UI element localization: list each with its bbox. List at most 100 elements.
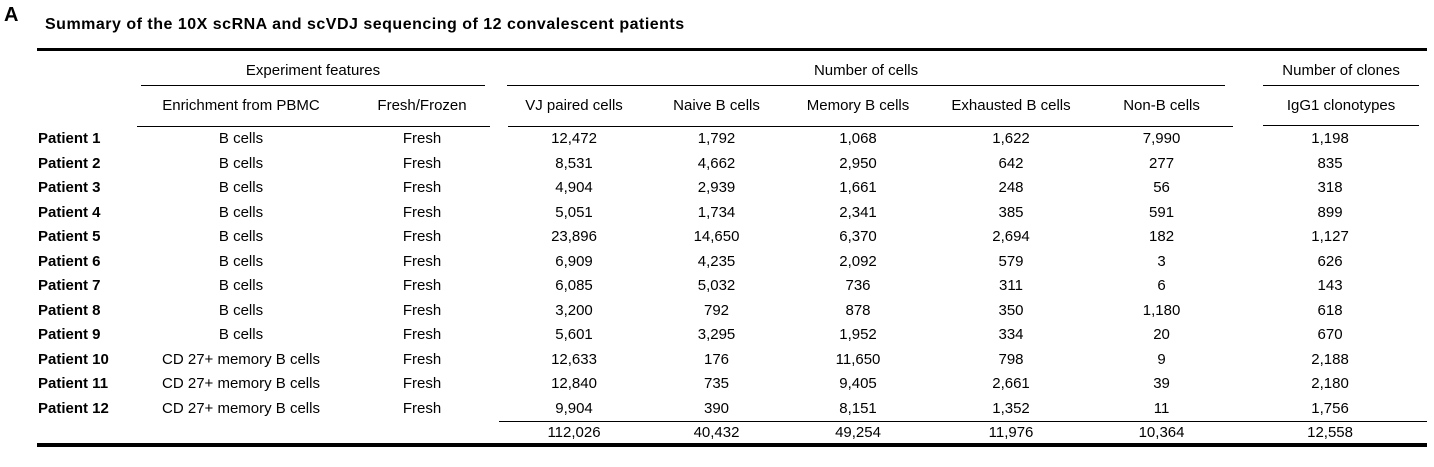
- cell-patient: Patient 3: [38, 179, 101, 197]
- cell-non-b: 20: [1153, 326, 1170, 344]
- group-header-row: Experiment features Number of cells Numb…: [37, 50, 1427, 86]
- cell-naive: 14,650: [693, 228, 740, 246]
- cell-non-b: 7,990: [1142, 130, 1181, 148]
- cell-memory: 2,341: [839, 203, 877, 221]
- cell-enrichment: CD 27+ memory B cells: [162, 375, 320, 393]
- column-header-memory-b-cells: Memory B cells: [784, 86, 933, 127]
- cell-patient: Patient 5: [38, 228, 101, 246]
- cell-enrichment: B cells: [218, 130, 264, 148]
- patient-column-blank-header: [37, 86, 137, 126]
- cell-memory: 9,405: [839, 375, 877, 393]
- cell-vj-paired: 6,085: [555, 277, 593, 295]
- summary-table: Experiment features Number of cells Numb…: [37, 48, 1428, 447]
- cell-exhausted: 248: [998, 179, 1024, 197]
- cell-fresh-frozen: Fresh: [402, 326, 442, 344]
- cell-igg1: 2,180: [1311, 375, 1349, 393]
- total-blank-fresh-frozen: [345, 421, 499, 445]
- table-row: Patient 1 B cells Fresh 12,472 1,792 1,068 1,6…: [37, 126, 1427, 151]
- cell-non-b: 56: [1153, 179, 1170, 197]
- table-row: Patient 12 CD 27+ memory B cells Fresh 9,90…: [37, 396, 1427, 421]
- cell-non-b: 9: [1157, 350, 1166, 368]
- cell-enrichment: B cells: [218, 154, 264, 172]
- cell-enrichment: B cells: [218, 203, 264, 221]
- cell-non-b: 3: [1157, 252, 1166, 270]
- column-header-vj-paired-cells: VJ paired cells: [490, 86, 650, 128]
- cell-exhausted: 2,694: [992, 228, 1030, 246]
- cell-memory: 736: [845, 277, 871, 295]
- figure-panel: Summary of the 10X scRNA and scVDJ seque…: [37, 0, 1428, 447]
- cell-enrichment: B cells: [218, 252, 264, 270]
- cell-naive: 1,734: [697, 203, 736, 221]
- total-blank-enrichment: [137, 421, 345, 445]
- cell-exhausted: 579: [998, 252, 1024, 270]
- cell-fresh-frozen: Fresh: [402, 301, 442, 319]
- column-group-number-of-cells: Number of cells: [499, 50, 1233, 86]
- total-igg1-clonotypes: 12,558: [1233, 420, 1428, 445]
- cell-enrichment: B cells: [218, 326, 264, 344]
- group-label-number-of-cells: Number of cells: [507, 62, 1226, 86]
- cell-patient: Patient 4: [38, 203, 101, 221]
- column-header-naive-b-cells: Naive B cells: [649, 86, 785, 127]
- cell-non-b: 11: [1153, 399, 1170, 417]
- cell-igg1: 835: [1317, 154, 1343, 172]
- table-body: Patient 1 B cells Fresh 12,472 1,792 1,068 1,6…: [37, 126, 1427, 421]
- cell-igg1: 1,756: [1311, 399, 1349, 417]
- column-group-number-of-clones: Number of clones: [1233, 50, 1427, 86]
- cell-memory: 2,092: [839, 252, 877, 270]
- cell-enrichment: B cells: [218, 179, 264, 197]
- cell-memory: 6,370: [839, 228, 877, 246]
- cell-non-b: 1,180: [1142, 301, 1181, 319]
- cell-enrichment: B cells: [218, 301, 264, 319]
- table-row: Patient 6 B cells Fresh 6,909 4,235 2,092 579 3…: [37, 249, 1427, 274]
- column-header-exhausted-b-cells: Exhausted B cells: [932, 86, 1091, 127]
- cell-vj-paired: 23,896: [551, 228, 597, 246]
- cell-vj-paired: 12,840: [551, 375, 597, 393]
- cell-exhausted: 385: [998, 203, 1024, 221]
- table-row: Patient 7 B cells Fresh 6,085 5,032 736 311 6 14…: [37, 274, 1427, 299]
- cell-vj-paired: 4,904: [555, 179, 593, 197]
- cell-igg1: 899: [1317, 203, 1343, 221]
- total-naive-b-cells: 40,432: [649, 420, 785, 445]
- cell-vj-paired: 5,601: [555, 326, 593, 344]
- table-row: Patient 11 CD 27+ memory B cells Fresh 12,8…: [37, 372, 1427, 397]
- table-row: Patient 3 B cells Fresh 4,904 2,939 1,661 248 5…: [37, 176, 1427, 201]
- cell-non-b: 6: [1157, 277, 1166, 295]
- cell-patient: Patient 11: [38, 375, 109, 393]
- cell-memory: 2,950: [839, 154, 877, 172]
- cell-non-b: 39: [1153, 375, 1170, 393]
- cell-igg1: 626: [1317, 252, 1343, 270]
- cell-exhausted: 311: [999, 277, 1023, 295]
- cell-igg1: 670: [1317, 326, 1343, 344]
- cell-naive: 4,662: [697, 154, 736, 172]
- cell-patient: Patient 8: [38, 301, 101, 319]
- cell-memory: 8,151: [839, 399, 877, 417]
- table-row: Patient 4 B cells Fresh 5,051 1,734 2,341 385 5…: [37, 200, 1427, 225]
- cell-patient: Patient 9: [38, 326, 101, 344]
- cell-enrichment: CD 27+ memory B cells: [162, 350, 320, 368]
- column-header-fresh-frozen: Fresh/Frozen: [345, 86, 500, 127]
- cell-igg1: 1,127: [1311, 228, 1349, 246]
- cell-naive: 2,939: [697, 179, 736, 197]
- cell-memory: 1,952: [839, 326, 877, 344]
- total-memory-b-cells: 49,254: [784, 420, 933, 445]
- total-vj-paired-cells: 112,026: [499, 420, 650, 445]
- cell-exhausted: 798: [998, 350, 1024, 368]
- cell-patient: Patient 2: [38, 154, 101, 172]
- cell-non-b: 591: [1149, 203, 1175, 221]
- cell-fresh-frozen: Fresh: [402, 350, 442, 368]
- cell-exhausted: 1,352: [992, 399, 1030, 417]
- cell-naive: 4,235: [697, 252, 736, 270]
- cell-patient: Patient 10: [38, 350, 109, 368]
- cell-patient: Patient 1: [38, 130, 101, 147]
- totals-row: 112,026 40,432 49,254 11,976 10,364 12,5…: [37, 420, 1428, 445]
- column-header-igg1-clonotypes: IgG1 clonotypes: [1233, 86, 1427, 126]
- column-header-enrichment-from-pbmc: Enrichment from PBMC: [137, 86, 345, 127]
- cell-exhausted: 642: [998, 154, 1024, 172]
- column-header-non-b-cells: Non-B cells: [1090, 86, 1234, 127]
- cell-vj-paired: 12,472: [551, 130, 597, 148]
- column-group-experiment-features: Experiment features: [137, 50, 499, 86]
- cell-naive: 5,032: [697, 277, 736, 295]
- cell-memory: 1,068: [839, 130, 877, 148]
- table-title: Summary of the 10X scRNA and scVDJ seque…: [45, 16, 685, 33]
- cell-fresh-frozen: Fresh: [402, 375, 442, 393]
